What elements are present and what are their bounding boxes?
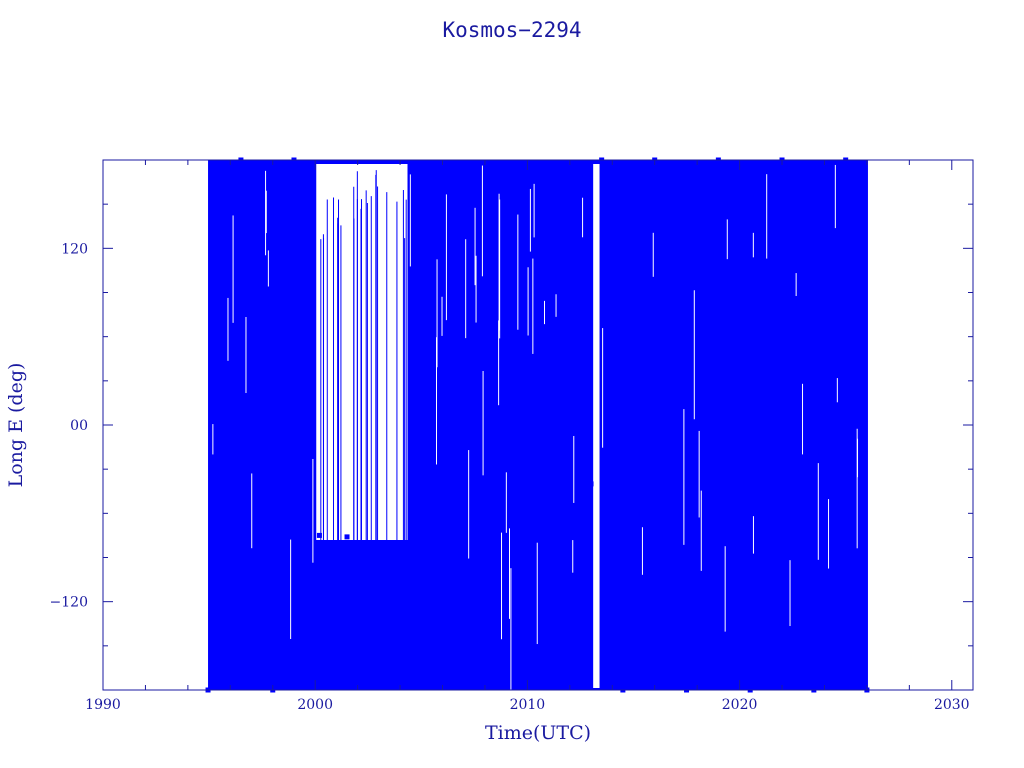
series-gap-2 bbox=[593, 164, 600, 688]
data-point bbox=[493, 510, 499, 516]
x-tick-label: 2010 bbox=[510, 697, 546, 713]
data-point bbox=[461, 481, 467, 487]
x-tick-label: 1990 bbox=[85, 697, 121, 713]
data-point bbox=[316, 532, 322, 538]
data-layer bbox=[205, 157, 870, 695]
y-axis-label: Long E (deg) bbox=[5, 363, 27, 488]
y-tick-label: 120 bbox=[61, 241, 88, 257]
data-point bbox=[403, 543, 409, 549]
data-point bbox=[365, 566, 371, 572]
tick-layer: 1990 2000 2010 2020 2030 −120 00 120 bbox=[50, 159, 973, 713]
x-tick-label: 2000 bbox=[297, 697, 333, 713]
y-tick-label: 00 bbox=[70, 418, 88, 434]
x-axis-label: Time(UTC) bbox=[485, 722, 591, 744]
x-tick-label: 2020 bbox=[722, 697, 758, 713]
data-point bbox=[524, 363, 530, 369]
y-tick-label: −120 bbox=[50, 595, 88, 611]
data-point bbox=[429, 510, 435, 516]
x-tick-label: 2030 bbox=[934, 697, 970, 713]
data-point bbox=[556, 334, 562, 340]
data-point bbox=[344, 534, 350, 540]
data-point bbox=[588, 481, 594, 487]
data-point bbox=[386, 569, 392, 575]
chart-title: Kosmos−2294 bbox=[442, 18, 581, 42]
series-dense-band bbox=[208, 160, 868, 690]
